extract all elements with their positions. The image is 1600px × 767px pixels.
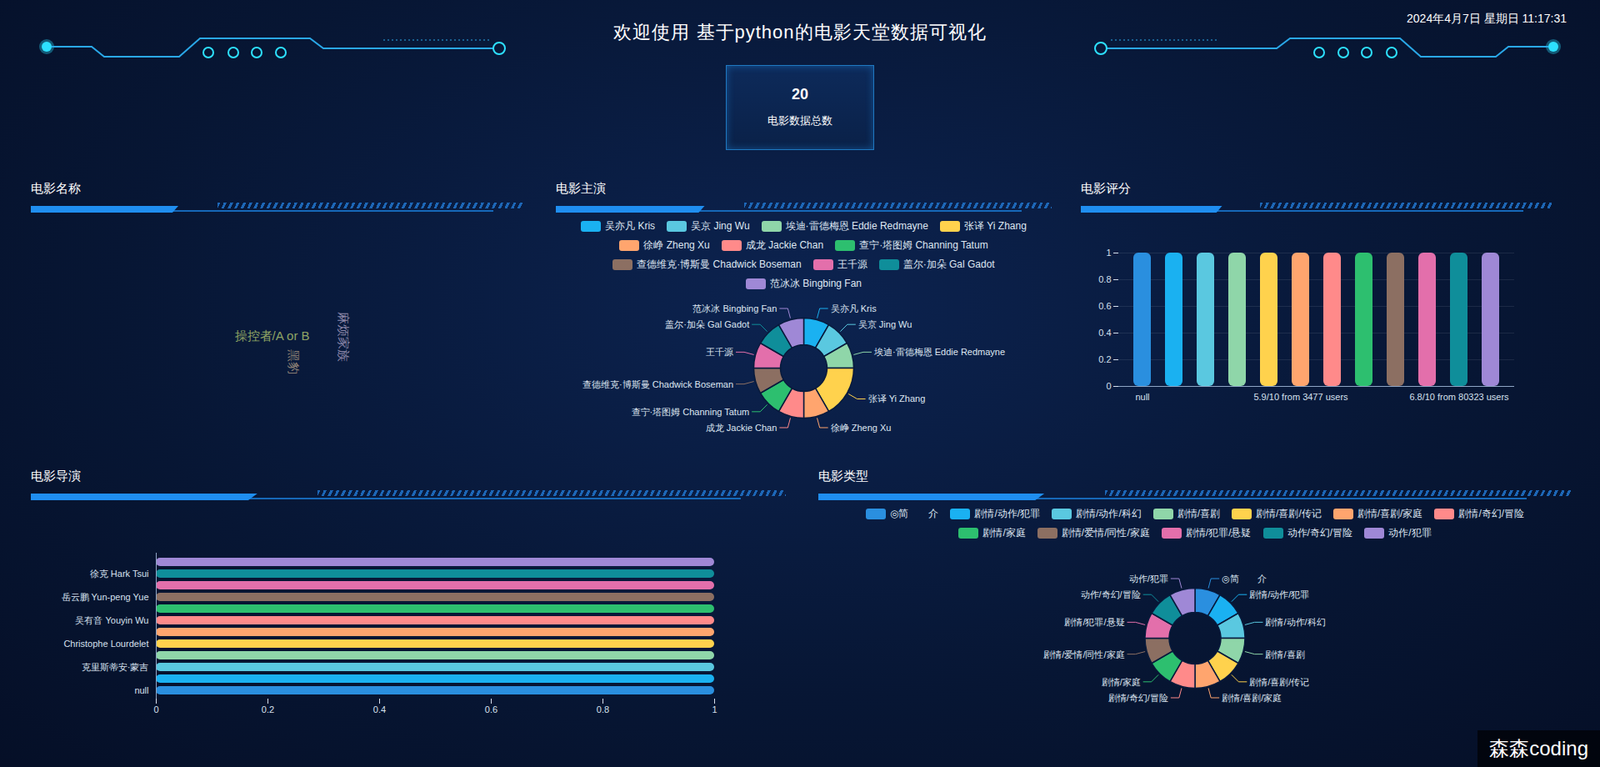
html-text:查德维克·博斯曼 Chadwick Boseman: 查德维克·博斯曼 Chadwick Boseman (636, 258, 802, 270)
svg-text:查德维克·博斯曼 Chadwick Boseman: 查德维克·博斯曼 Chadwick Boseman (582, 379, 734, 390)
html-text:剧情/动作/科幻: 剧情/动作/科幻 (1075, 507, 1142, 520)
svg-text:1: 1 (1105, 247, 1111, 258)
html-text:剧情/家庭: 剧情/家庭 (982, 526, 1026, 539)
svg-text:0.2: 0.2 (261, 704, 275, 715)
svg-text:null: null (1135, 391, 1150, 402)
html-text:吴京 Jing Wu: 吴京 Jing Wu (690, 220, 750, 232)
html-text:电影数据总数: 电影数据总数 (767, 114, 833, 127)
svg-text:剧情/爱情/同性/家庭: 剧情/爱情/同性/家庭 (1043, 649, 1125, 660)
html-text:剧情/动作/犯罪: 剧情/动作/犯罪 (974, 507, 1041, 520)
html-text:欢迎使用 基于python的电影天堂数据可视化: 欢迎使用 基于python的电影天堂数据可视化 (613, 21, 987, 43)
html-text:电影评分: 电影评分 (1080, 180, 1131, 195)
svg-text:0.6: 0.6 (485, 704, 498, 715)
svg-text:6.8/10 from 80323 users: 6.8/10 from 80323 users (1409, 391, 1510, 402)
svg-text:徐峥 Zheng Xu: 徐峥 Zheng Xu (830, 422, 892, 433)
svg-text:剧情/喜剧/家庭: 剧情/喜剧/家庭 (1221, 692, 1282, 703)
svg-text:动作/奇幻/冒险: 动作/奇幻/冒险 (1080, 589, 1141, 600)
svg-text:◎简 介: ◎简 介 (1221, 573, 1267, 584)
svg-text:黑豹: 黑豹 (286, 349, 301, 375)
svg-text:剧情/奇幻/冒险: 剧情/奇幻/冒险 (1108, 692, 1169, 703)
svg-text:null: null (134, 685, 149, 695)
html-text:范冰冰 Bingbing Fan: 范冰冰 Bingbing Fan (770, 277, 862, 290)
svg-text:范冰冰 Bingbing Fan: 范冰冰 Bingbing Fan (692, 303, 777, 314)
html-text:20: 20 (791, 85, 809, 103)
svg-text:吴亦凡 Kris: 吴亦凡 Kris (830, 303, 878, 314)
html-text:王千源: 王千源 (837, 258, 868, 270)
svg-text:克里斯蒂安·蒙吉: 克里斯蒂安·蒙吉 (81, 661, 150, 672)
svg-text:0.4: 0.4 (373, 704, 386, 715)
html-text:电影名称: 电影名称 (30, 180, 81, 195)
html-text:盖尔·加朵 Gal Gadot: 盖尔·加朵 Gal Gadot (903, 258, 995, 270)
svg-text:查宁·塔图姆 Channing Tatum: 查宁·塔图姆 Channing Tatum (631, 406, 750, 417)
svg-text:吴京 Jing Wu: 吴京 Jing Wu (858, 319, 913, 330)
svg-text:0.2: 0.2 (1098, 354, 1111, 365)
svg-text:剧情/犯罪/悬疑: 剧情/犯罪/悬疑 (1064, 616, 1125, 627)
html-text:剧情/喜剧: 剧情/喜剧 (1177, 507, 1221, 520)
svg-text:吴有音 Youyin Wu: 吴有音 Youyin Wu (75, 615, 149, 625)
html-text:徐峥 Zheng Xu: 徐峥 Zheng Xu (643, 239, 710, 251)
html-text:2024年4月7日 星期日 11:17:31: 2024年4月7日 星期日 11:17:31 (1406, 11, 1567, 25)
html-text:吴亦凡 Kris: 吴亦凡 Kris (605, 220, 656, 232)
svg-text:埃迪·雷德梅恩 Eddie Redmayne: 埃迪·雷德梅恩 Eddie Redmayne (873, 346, 1005, 357)
svg-text:操控者/A or B: 操控者/A or B (235, 328, 310, 343)
html-text:剧情/喜剧/家庭: 剧情/喜剧/家庭 (1357, 507, 1423, 520)
html-text:剧情/喜剧/传记: 剧情/喜剧/传记 (1255, 507, 1322, 520)
svg-text:0.4: 0.4 (1098, 327, 1111, 338)
svg-text:王千源: 王千源 (705, 346, 734, 357)
svg-text:5.9/10 from 3477 users: 5.9/10 from 3477 users (1253, 391, 1349, 402)
html-text:电影类型: 电影类型 (818, 468, 869, 483)
svg-text:盖尔·加朵 Gal Gadot: 盖尔·加朵 Gal Gadot (665, 319, 750, 330)
svg-text:剧情/喜剧/传记: 剧情/喜剧/传记 (1249, 676, 1310, 687)
html-text:动作/奇幻/冒险: 动作/奇幻/冒险 (1287, 526, 1353, 539)
svg-text:剧情/动作/科幻: 剧情/动作/科幻 (1265, 616, 1325, 627)
html-text:剧情/爱情/同性/家庭: 剧情/爱情/同性/家庭 (1061, 526, 1150, 539)
svg-text:0.8: 0.8 (1098, 274, 1111, 285)
svg-text:0.6: 0.6 (1098, 300, 1111, 311)
svg-text:剧情/喜剧: 剧情/喜剧 (1265, 649, 1305, 660)
html-text:张译 Yi Zhang: 张译 Yi Zhang (964, 220, 1027, 232)
html-text:成龙 Jackie Chan: 成龙 Jackie Chan (745, 239, 824, 251)
svg-text:剧情/动作/犯罪: 剧情/动作/犯罪 (1249, 589, 1310, 600)
svg-text:张译 Yi Zhang: 张译 Yi Zhang (868, 393, 926, 404)
html-text:动作/犯罪: 动作/犯罪 (1388, 526, 1432, 539)
svg-text:Christophe Lourdelet: Christophe Lourdelet (63, 638, 149, 649)
svg-text:1: 1 (711, 704, 717, 715)
svg-text:剧情/家庭: 剧情/家庭 (1101, 676, 1141, 687)
html-text:查宁·塔图姆 Channing Tatum: 查宁·塔图姆 Channing Tatum (859, 239, 988, 251)
svg-text:0: 0 (153, 704, 159, 715)
svg-text:麻烦家族: 麻烦家族 (336, 311, 351, 362)
svg-text:岳云鹏 Yun-peng Yue: 岳云鹏 Yun-peng Yue (61, 591, 150, 602)
html-text:埃迪·雷德梅恩 Eddie Redmayne: 埃迪·雷德梅恩 Eddie Redmayne (785, 220, 929, 232)
svg-text:0: 0 (1105, 380, 1111, 391)
html-text:剧情/奇幻/冒险: 剧情/奇幻/冒险 (1458, 507, 1525, 520)
html-text:森森coding: 森森coding (1489, 736, 1589, 760)
html-text:电影导演: 电影导演 (30, 468, 81, 483)
html-text:电影主演: 电影主演 (555, 180, 606, 195)
svg-text:徐克 Hark Tsui: 徐克 Hark Tsui (90, 568, 150, 579)
html-text:剧情/犯罪/悬疑: 剧情/犯罪/悬疑 (1185, 526, 1252, 539)
svg-text:成龙 Jackie Chan: 成龙 Jackie Chan (705, 422, 778, 433)
svg-text:动作/犯罪: 动作/犯罪 (1129, 573, 1169, 584)
html-text:◎简 介: ◎简 介 (889, 507, 939, 520)
svg-text:0.8: 0.8 (596, 704, 610, 715)
